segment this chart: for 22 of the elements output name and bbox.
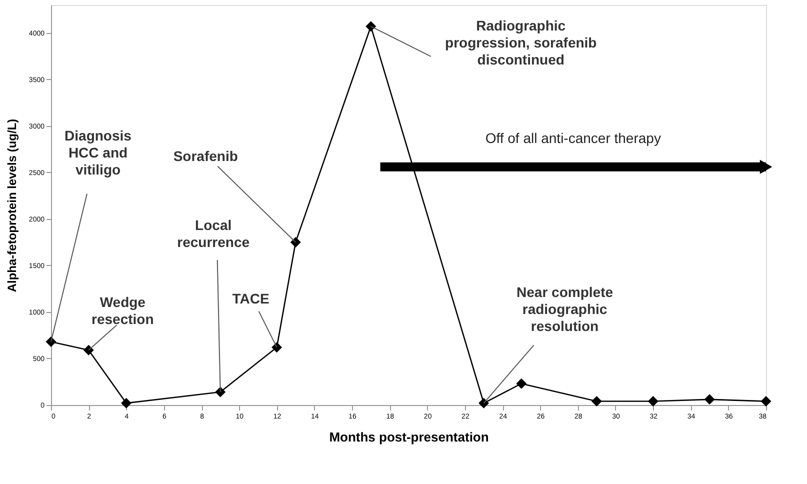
point bbox=[121, 398, 132, 408]
annotation: Sorafenib bbox=[173, 148, 238, 164]
annotation: Diagnosis HCC and vitiligo bbox=[64, 128, 132, 178]
annotation: TACE bbox=[232, 290, 270, 306]
point bbox=[215, 386, 226, 398]
annotation: Wedge resection bbox=[92, 294, 154, 328]
point bbox=[704, 394, 715, 405]
point bbox=[760, 396, 772, 407]
annotation: Radiographic progression, sorafenib discontinued bbox=[445, 17, 597, 68]
point bbox=[648, 396, 658, 407]
point bbox=[83, 344, 94, 356]
x-axis-title: Months post-presentation bbox=[329, 430, 489, 444]
point bbox=[366, 21, 376, 32]
annotation: Off of all anti-cancer therapy bbox=[485, 130, 661, 146]
point bbox=[272, 342, 282, 353]
y-axis-title: Alpha-fetoprotein levels (ug/L) bbox=[4, 118, 19, 292]
point bbox=[478, 398, 490, 408]
point bbox=[516, 378, 527, 389]
annotation: Local recurrence bbox=[177, 216, 250, 250]
point bbox=[591, 396, 602, 407]
point bbox=[290, 236, 301, 248]
annotation: Near complete radiographic resolution bbox=[516, 284, 614, 334]
